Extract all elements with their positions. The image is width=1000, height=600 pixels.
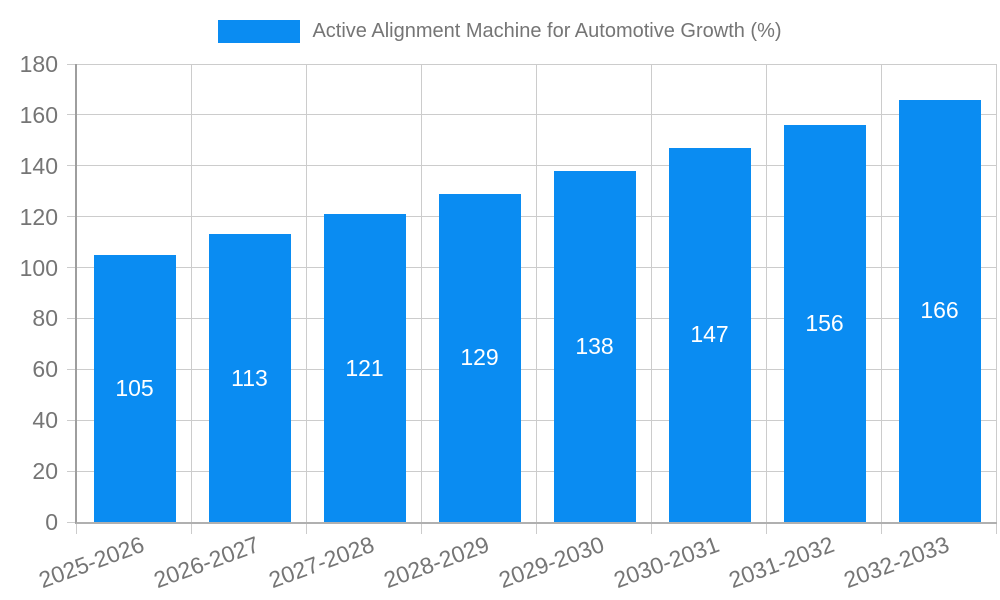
- x-tick-mark: [881, 524, 882, 534]
- y-tick-mark: [67, 368, 75, 370]
- y-tick-mark: [67, 317, 75, 319]
- y-tick-mark: [67, 216, 75, 218]
- y-gridline: [77, 368, 997, 370]
- x-gridline: [191, 64, 192, 522]
- plot-area: 105 113 121 129 138 147 156 166: [67, 63, 997, 534]
- x-tick-label: 2029-2030: [494, 531, 608, 594]
- x-tick-mark: [76, 524, 77, 534]
- y-gridline: [77, 114, 997, 116]
- bar: 121: [323, 214, 406, 522]
- y-tick-mark: [67, 521, 75, 523]
- x-gridline: [651, 64, 652, 522]
- y-tick-label: 0: [45, 509, 58, 535]
- y-tick-label: 100: [19, 254, 58, 281]
- x-tick-label: 2026-2027: [149, 531, 263, 594]
- bar: 129: [438, 193, 521, 522]
- bar-value-label: 156: [805, 310, 844, 337]
- x-tick-mark: [421, 524, 422, 534]
- y-tick-mark: [67, 165, 75, 167]
- x-gridline: [996, 64, 997, 522]
- y-tick-label: 180: [19, 51, 58, 77]
- x-gridline: [421, 64, 422, 522]
- x-gridline: [306, 64, 307, 522]
- x-tick-label: 2025-2026: [34, 531, 148, 594]
- x-tick-mark: [306, 524, 307, 534]
- y-tick-label: 40: [32, 407, 58, 434]
- bar-value-label: 147: [690, 321, 729, 348]
- bar: 138: [553, 170, 636, 522]
- y-tick-label: 120: [19, 203, 58, 230]
- y-tick-label: 20: [32, 458, 58, 485]
- x-gridline: [766, 64, 767, 522]
- y-gridline: [77, 419, 997, 421]
- y-gridline: [77, 63, 997, 65]
- y-tick-mark: [67, 267, 75, 269]
- y-tick-label: 140: [19, 152, 58, 179]
- bar-value-label: 129: [460, 344, 499, 371]
- y-tick-mark: [67, 63, 75, 65]
- x-tick-mark: [191, 524, 192, 534]
- y-gridline: [77, 317, 997, 319]
- x-tick-mark: [651, 524, 652, 534]
- bar: 166: [898, 99, 981, 522]
- x-gridline: [881, 64, 882, 522]
- x-tick-mark: [996, 524, 997, 534]
- bar-value-label: 121: [345, 354, 384, 381]
- chart-legend: Active Alignment Machine for Automotive …: [0, 20, 1000, 43]
- x-tick-label: 2032-2033: [839, 531, 953, 594]
- y-tick-label: 80: [32, 305, 58, 332]
- y-gridline: [77, 470, 997, 472]
- x-tick-label: 2030-2031: [609, 531, 723, 594]
- bar-value-label: 113: [231, 364, 268, 391]
- legend-label: Active Alignment Machine for Automotive …: [312, 20, 782, 42]
- x-tick-mark: [536, 524, 537, 534]
- y-tick-mark: [67, 419, 75, 421]
- bar-value-label: 138: [575, 332, 614, 359]
- y-gridline: [77, 216, 997, 218]
- y-tick-mark: [67, 470, 75, 472]
- bar: 113: [208, 234, 291, 522]
- y-gridline: [77, 165, 997, 167]
- x-gridline: [536, 64, 537, 522]
- y-tick-label: 160: [19, 101, 58, 128]
- legend-swatch-icon: [218, 20, 301, 43]
- x-tick-label: 2027-2028: [264, 531, 378, 594]
- x-tick-label: 2028-2029: [379, 531, 493, 594]
- y-tick-label: 60: [32, 356, 58, 383]
- y-gridline: [77, 267, 997, 269]
- bar: 105: [93, 254, 176, 522]
- y-tick-mark: [67, 114, 75, 116]
- bar-value-label: 105: [115, 374, 154, 401]
- x-tick-label: 2031-2032: [724, 531, 838, 594]
- bar: 147: [668, 147, 751, 522]
- bar: 156: [783, 125, 866, 522]
- bar-value-label: 166: [920, 297, 959, 324]
- x-tick-mark: [766, 524, 767, 534]
